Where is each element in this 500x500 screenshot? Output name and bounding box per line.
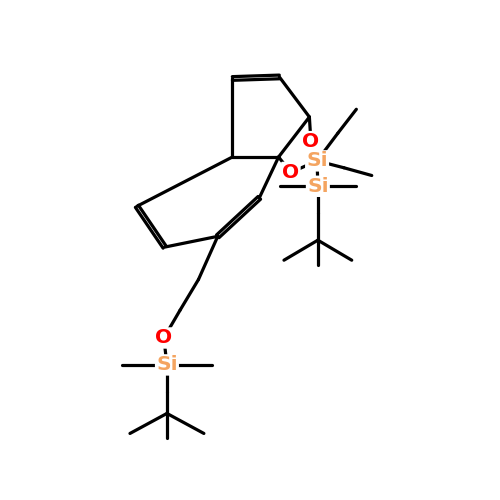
Text: O: O	[282, 163, 300, 182]
Text: O: O	[156, 328, 172, 347]
Text: O: O	[302, 132, 320, 151]
Text: Si: Si	[307, 177, 328, 196]
Text: Si: Si	[156, 356, 178, 374]
Text: Si: Si	[306, 152, 328, 171]
